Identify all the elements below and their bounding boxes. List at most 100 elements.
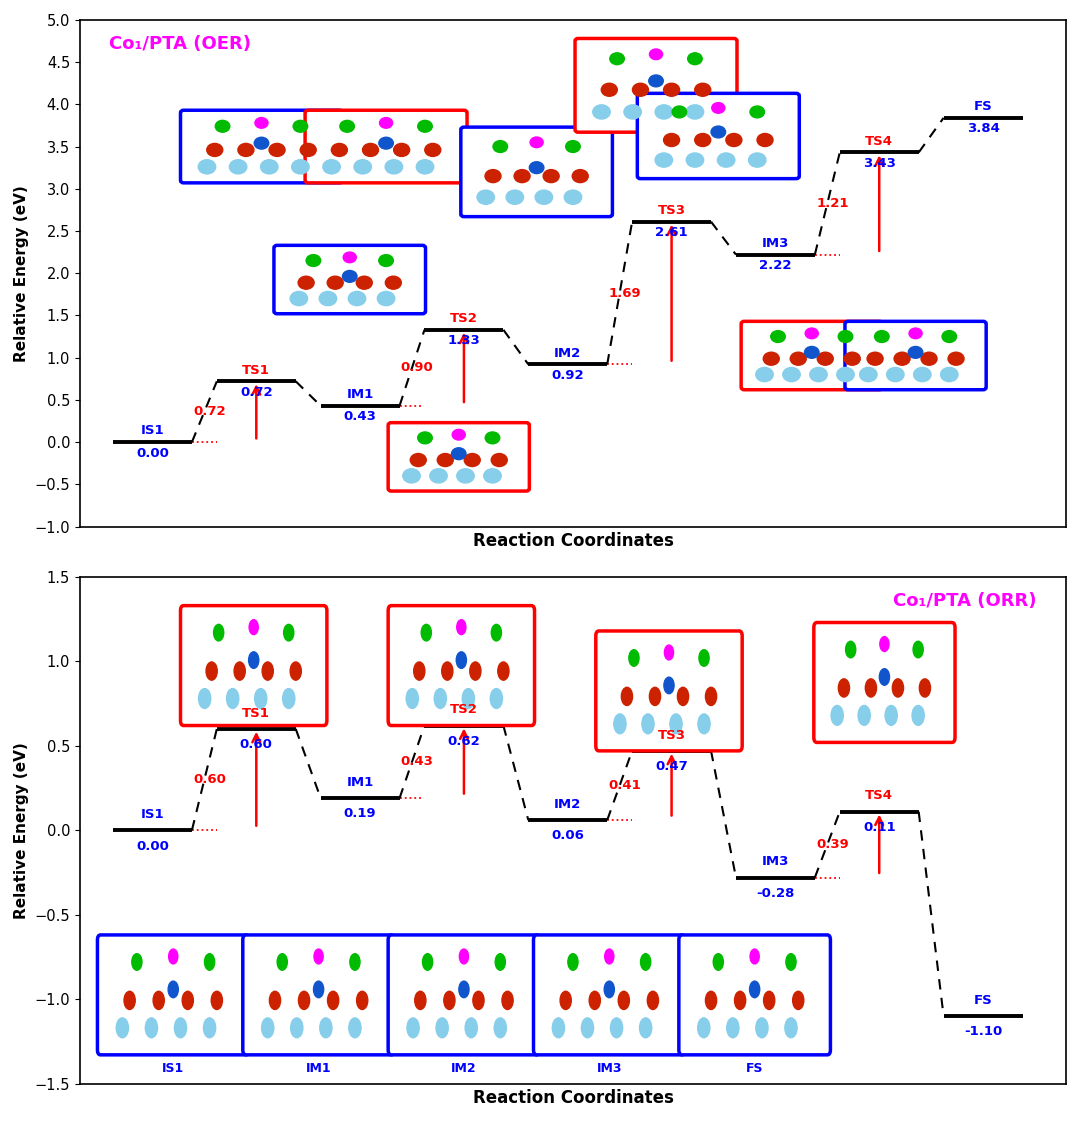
- Circle shape: [771, 331, 785, 342]
- Circle shape: [117, 1018, 129, 1038]
- Circle shape: [694, 83, 711, 96]
- Circle shape: [867, 352, 883, 365]
- Circle shape: [462, 688, 474, 708]
- Text: IM2: IM2: [451, 1062, 476, 1075]
- FancyBboxPatch shape: [575, 38, 737, 132]
- Circle shape: [269, 143, 285, 157]
- Text: FS: FS: [746, 1062, 764, 1075]
- Circle shape: [342, 270, 357, 282]
- Text: IM2: IM2: [554, 798, 581, 810]
- Circle shape: [919, 679, 931, 697]
- Circle shape: [887, 368, 904, 381]
- Text: IM2: IM2: [554, 346, 581, 360]
- Text: TS4: TS4: [865, 789, 893, 803]
- Circle shape: [379, 137, 393, 149]
- Circle shape: [909, 328, 922, 339]
- Text: TS1: TS1: [242, 706, 270, 720]
- Text: IM1: IM1: [347, 388, 374, 401]
- Circle shape: [748, 152, 766, 167]
- Circle shape: [750, 106, 765, 118]
- Circle shape: [300, 143, 316, 157]
- Text: 0.00: 0.00: [136, 447, 168, 460]
- Circle shape: [879, 669, 890, 685]
- Circle shape: [453, 429, 465, 441]
- Circle shape: [860, 368, 877, 381]
- Circle shape: [293, 120, 308, 132]
- Circle shape: [492, 140, 508, 152]
- X-axis label: Reaction Coordinates: Reaction Coordinates: [473, 1090, 674, 1108]
- Circle shape: [838, 679, 850, 697]
- FancyBboxPatch shape: [679, 935, 831, 1055]
- Circle shape: [639, 1018, 651, 1038]
- Circle shape: [593, 105, 610, 119]
- Circle shape: [229, 159, 247, 174]
- Circle shape: [613, 714, 626, 734]
- Text: 0.43: 0.43: [401, 756, 434, 768]
- Circle shape: [581, 1018, 594, 1038]
- Circle shape: [618, 991, 630, 1010]
- Circle shape: [640, 954, 651, 971]
- Circle shape: [291, 663, 301, 680]
- Circle shape: [568, 954, 578, 971]
- Circle shape: [564, 191, 582, 204]
- Circle shape: [757, 133, 773, 147]
- Text: 0.62: 0.62: [447, 735, 481, 748]
- Circle shape: [350, 954, 360, 971]
- Circle shape: [912, 705, 924, 725]
- Circle shape: [663, 83, 679, 96]
- Text: 0.43: 0.43: [343, 410, 377, 424]
- Circle shape: [410, 454, 427, 466]
- Circle shape: [459, 981, 469, 998]
- Circle shape: [386, 159, 403, 174]
- FancyBboxPatch shape: [388, 935, 540, 1055]
- Circle shape: [254, 137, 269, 149]
- Circle shape: [457, 469, 474, 483]
- Circle shape: [153, 991, 164, 1010]
- Circle shape: [664, 677, 674, 694]
- Circle shape: [444, 991, 455, 1010]
- Circle shape: [543, 169, 559, 183]
- Y-axis label: Relative Energy (eV): Relative Energy (eV): [14, 185, 29, 362]
- Circle shape: [806, 328, 819, 339]
- Circle shape: [168, 949, 178, 964]
- Circle shape: [183, 991, 193, 1010]
- Circle shape: [327, 991, 339, 1010]
- Circle shape: [838, 331, 853, 342]
- Text: 2.61: 2.61: [656, 226, 688, 240]
- Circle shape: [498, 663, 509, 680]
- Circle shape: [941, 368, 958, 381]
- Circle shape: [783, 368, 800, 381]
- Circle shape: [875, 331, 889, 342]
- Circle shape: [422, 954, 433, 971]
- Circle shape: [430, 469, 447, 483]
- Circle shape: [379, 254, 393, 267]
- Circle shape: [348, 291, 366, 306]
- Circle shape: [672, 106, 687, 118]
- Circle shape: [377, 291, 395, 306]
- Circle shape: [942, 331, 957, 342]
- Circle shape: [298, 991, 310, 1010]
- Circle shape: [386, 276, 402, 289]
- Circle shape: [699, 650, 710, 666]
- Circle shape: [764, 991, 774, 1010]
- FancyBboxPatch shape: [814, 622, 955, 742]
- Circle shape: [456, 651, 467, 668]
- Circle shape: [698, 714, 711, 734]
- Circle shape: [649, 75, 663, 86]
- Circle shape: [602, 83, 618, 96]
- Circle shape: [686, 105, 704, 119]
- Circle shape: [705, 991, 717, 1010]
- Circle shape: [416, 159, 434, 174]
- Circle shape: [238, 143, 254, 157]
- Circle shape: [552, 1018, 565, 1038]
- FancyBboxPatch shape: [97, 935, 249, 1055]
- Circle shape: [717, 152, 734, 167]
- Circle shape: [913, 641, 923, 658]
- Circle shape: [914, 368, 931, 381]
- Circle shape: [491, 454, 508, 466]
- Text: 0.72: 0.72: [240, 386, 272, 399]
- Text: 0.11: 0.11: [863, 821, 895, 834]
- Circle shape: [199, 688, 211, 708]
- Circle shape: [343, 252, 356, 262]
- Text: 0.92: 0.92: [552, 369, 584, 382]
